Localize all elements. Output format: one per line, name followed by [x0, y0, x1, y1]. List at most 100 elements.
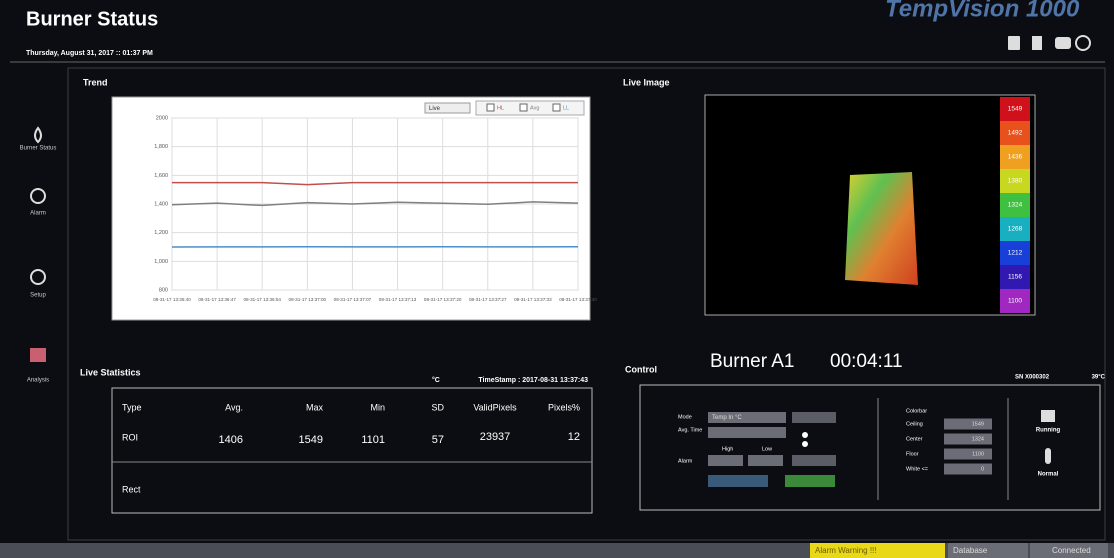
colorbar-label: 1549: [1008, 106, 1023, 113]
column-header: Pixels%: [548, 402, 580, 412]
ceiling-value: 1549: [972, 421, 984, 427]
field-label: Floor: [906, 451, 919, 457]
y-tick-label: 2000: [156, 115, 168, 121]
screen: Burner Status Thursday, August 31, 2017 :…: [0, 0, 1114, 558]
running-icon: [1041, 410, 1055, 422]
x-tick-label: 08-31-17 13:37:33: [514, 297, 552, 302]
x-tick-label: 08-31-17 13:36:40: [153, 297, 191, 302]
x-tick-label: 08-31-17 13:36:47: [198, 297, 236, 302]
radio[interactable]: [802, 432, 808, 438]
y-tick-label: 1,400: [154, 201, 168, 207]
colorbar-label: 1492: [1008, 130, 1023, 137]
colorbar-label: 1100: [1008, 298, 1022, 305]
x-tick-label: 08-31-17 13:37:40: [559, 297, 597, 302]
field-label: White <=: [906, 466, 928, 472]
column-header: Max: [306, 402, 324, 412]
x-tick-label: 08-31-17 13:37:00: [289, 297, 327, 302]
brand: TempVision 1000: [885, 0, 1080, 22]
date-time: Thursday, August 31, 2017 :: 01:37 PM: [26, 50, 153, 57]
table-cell: 1406: [219, 434, 243, 446]
burner-name: Burner A1: [710, 351, 795, 372]
range-option: Live: [429, 106, 441, 112]
table-cell: Rect: [122, 484, 141, 494]
floor-value: 1100: [972, 451, 984, 457]
column-header: Avg.: [225, 402, 243, 412]
status-database: Database: [953, 546, 988, 555]
y-tick-label: 1,000: [154, 259, 168, 265]
legend-entry: LL: [563, 105, 569, 111]
sidebar-label: Alarm: [30, 211, 46, 217]
field-label: Mode: [678, 414, 692, 420]
button[interactable]: [792, 412, 836, 423]
device-temperature: 39°C: [1092, 375, 1106, 381]
button[interactable]: [708, 475, 768, 487]
x-tick-label: 08-31-17 13:37:13: [379, 297, 417, 302]
table-cell: ROI: [122, 432, 138, 442]
colorbar-label: 1436: [1008, 154, 1023, 161]
field-label: Avg. Time: [678, 427, 702, 433]
legend-entry: Avg: [530, 105, 539, 111]
x-tick-label: 08-31-17 13:37:07: [334, 297, 372, 302]
y-tick-label: 800: [159, 287, 168, 293]
column-header: SD: [431, 402, 444, 412]
table-cell: 1101: [361, 434, 385, 446]
column-header: Min: [370, 402, 385, 412]
legend-checkbox[interactable]: [553, 104, 560, 111]
status-alarm: Alarm Warning !!!: [815, 546, 877, 555]
table-cell: 1549: [299, 434, 323, 446]
status-bar: [0, 543, 1114, 558]
field-label: Center: [906, 436, 923, 442]
button[interactable]: [785, 475, 835, 487]
y-tick-label: 1,600: [154, 173, 168, 179]
thermal-blob: [845, 172, 918, 285]
section-title: Trend: [83, 77, 108, 87]
print-icon[interactable]: [1055, 37, 1071, 49]
y-tick-label: 1,800: [154, 144, 168, 150]
field-label: Ceiling: [906, 421, 923, 427]
elapsed-time: 00:04:11: [830, 351, 903, 372]
white-value: 0: [981, 466, 984, 472]
section-title: Live Image: [623, 77, 670, 87]
ceiling-input[interactable]: [944, 419, 992, 430]
section-title: Live Statistics: [80, 367, 141, 377]
sidebar-label: Analysis: [27, 378, 49, 384]
avg-time-input[interactable]: [708, 427, 786, 438]
status-label: Normal: [1038, 472, 1059, 478]
button[interactable]: [792, 455, 836, 466]
sidebar-label: Burner Status: [20, 146, 57, 152]
timestamp: TimeStamp : 2017-08-31 13:37:43: [478, 377, 588, 384]
serial-number: SN X000302: [1015, 375, 1050, 381]
page: Burner Status Thursday, August 31, 2017 :…: [0, 0, 1114, 558]
colorbar-label: 1268: [1008, 226, 1023, 233]
sidebar-label: Setup: [30, 293, 46, 299]
normal-icon: [1045, 448, 1051, 464]
legend-checkbox[interactable]: [487, 104, 494, 111]
section-title: Control: [625, 364, 657, 374]
colorbar-label: 1380: [1008, 178, 1023, 185]
field-label: Low: [762, 446, 772, 452]
delete-icon[interactable]: [1032, 36, 1042, 50]
field-label: Colorbar: [906, 408, 927, 414]
colorbar-label: 1212: [1008, 250, 1023, 257]
x-tick-label: 08-31-17 13:36:54: [243, 297, 281, 302]
analysis-icon[interactable]: [30, 348, 46, 362]
colorbar-label: 1324: [1008, 202, 1023, 209]
low-input[interactable]: [748, 455, 783, 466]
colorbar-label: 1156: [1008, 274, 1022, 281]
field-label: Alarm: [678, 458, 693, 464]
y-tick-label: 1,200: [154, 230, 168, 236]
floor-input[interactable]: [944, 449, 992, 460]
export-icon[interactable]: [1008, 36, 1020, 50]
table-cell: 12: [568, 431, 580, 443]
unit: °C: [432, 376, 440, 384]
white-input[interactable]: [944, 464, 992, 475]
column-header: ValidPixels: [473, 402, 517, 412]
legend-checkbox[interactable]: [520, 104, 527, 111]
column-header: Type: [122, 402, 142, 412]
table-cell: 57: [432, 434, 444, 446]
high-input[interactable]: [708, 455, 743, 466]
radio[interactable]: [802, 441, 808, 447]
status-label: Running: [1036, 428, 1061, 434]
center-input[interactable]: [944, 434, 992, 445]
x-tick-label: 08-31-17 13:37:20: [424, 297, 462, 302]
